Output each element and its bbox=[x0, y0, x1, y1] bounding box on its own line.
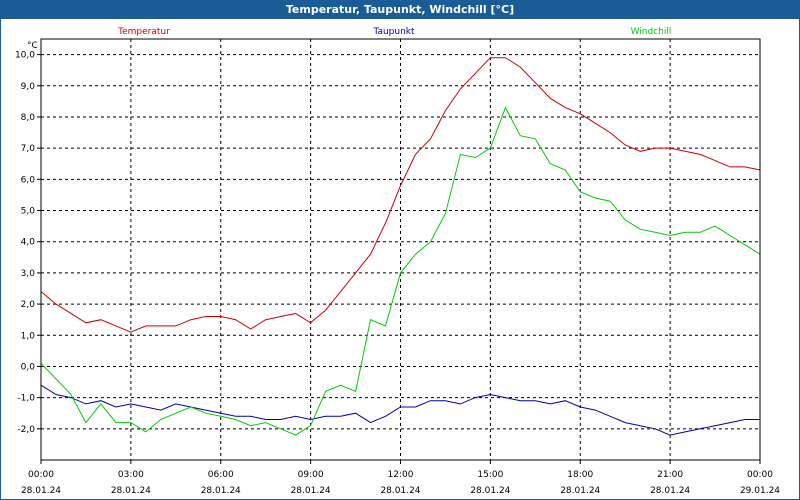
y-tick-label: 5,0 bbox=[21, 207, 36, 217]
legend-temperatur: Temperatur bbox=[117, 27, 170, 37]
legend-windchill: Windchill bbox=[631, 27, 672, 37]
y-axis: 10,0 9,0 8,0 7,0 6,0 5,0 4,0 3,0 2,0 1,0 0,0 -1,0 -2… bbox=[15, 51, 41, 435]
plot-frame bbox=[40, 38, 761, 461]
x-tick-time: 12:00 bbox=[388, 470, 414, 480]
y-tick-label: -2,0 bbox=[17, 425, 35, 435]
y-tick-label: 10,0 bbox=[15, 51, 35, 61]
x-tick-date: 28.01.24 bbox=[201, 486, 241, 496]
y-axis-unit: °C bbox=[27, 41, 38, 51]
y-tick-label: 8,0 bbox=[21, 113, 36, 123]
x-tick-time: 15:00 bbox=[477, 470, 503, 480]
y-tick-label: 7,0 bbox=[21, 144, 36, 154]
x-tick-date: 28.01.24 bbox=[291, 486, 331, 496]
x-tick-date: 28.01.24 bbox=[650, 486, 690, 496]
x-tick-time: 21:00 bbox=[657, 470, 683, 480]
x-tick-date: 28.01.24 bbox=[560, 486, 600, 496]
y-tick-label: 0,0 bbox=[21, 362, 36, 372]
x-tick-date: 28.01.24 bbox=[111, 486, 151, 496]
x-tick-date: 28.01.24 bbox=[21, 486, 61, 496]
x-tick-time: 03:00 bbox=[118, 470, 144, 480]
legend-taupunkt: Taupunkt bbox=[372, 27, 415, 37]
x-tick-time: 06:00 bbox=[208, 470, 234, 480]
x-tick-date: 28.01.24 bbox=[470, 486, 510, 496]
y-tick-label: 4,0 bbox=[21, 238, 36, 248]
x-tick-time: 00:00 bbox=[747, 470, 773, 480]
y-tick-label: 2,0 bbox=[21, 300, 36, 310]
y-tick-label: 6,0 bbox=[21, 175, 36, 185]
y-tick-label: 9,0 bbox=[21, 82, 36, 92]
x-tick-time: 00:00 bbox=[28, 470, 54, 480]
x-axis: 00:00 28.01.24 03:00 28.01.24 06:00 28.01.24 0… bbox=[21, 460, 780, 496]
y-tick-label: -1,0 bbox=[17, 394, 35, 404]
series-line-temperatur bbox=[40, 57, 761, 333]
legend: Temperatur Taupunkt Windchill bbox=[117, 27, 671, 37]
series-line-windchill bbox=[40, 106, 761, 436]
y-tick-label: 1,0 bbox=[21, 331, 36, 341]
series-line-taupunkt bbox=[40, 384, 760, 436]
series-lines bbox=[40, 57, 761, 436]
chart-title: Temperatur, Taupunkt, Windchill [°C] bbox=[1, 1, 799, 19]
x-tick-time: 09:00 bbox=[298, 470, 324, 480]
x-tick-time: 18:00 bbox=[567, 470, 593, 480]
y-tick-label: 3,0 bbox=[21, 269, 36, 279]
x-tick-date: 28.01.24 bbox=[380, 486, 420, 496]
grid-lines bbox=[41, 39, 760, 460]
x-tick-date: 29.01.24 bbox=[740, 486, 780, 496]
